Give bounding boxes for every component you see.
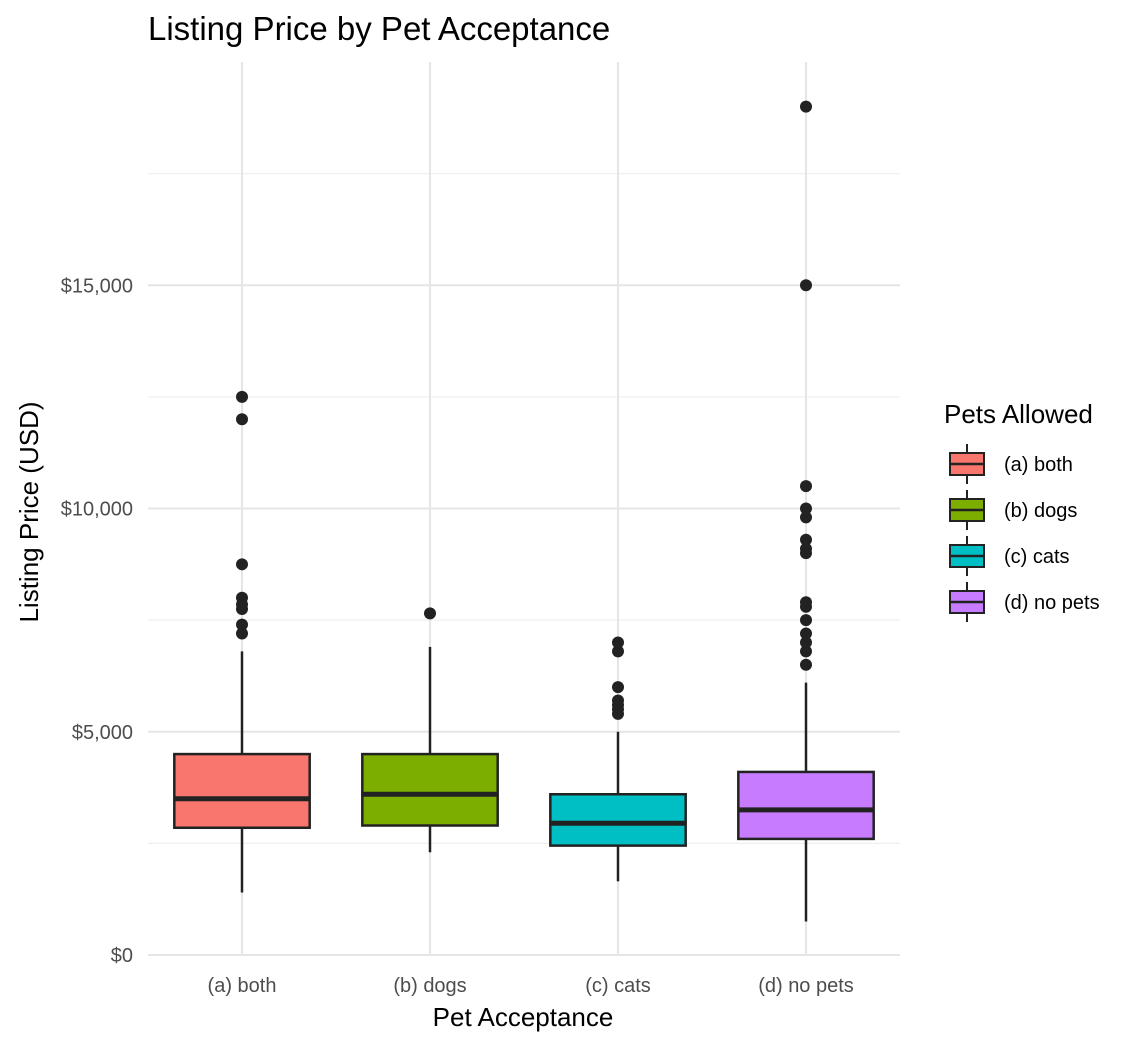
outlier-point [800,100,812,113]
legend-item-3: (c) cats [949,536,1070,576]
chart-title: Listing Price by Pet Acceptance [148,10,610,47]
box-body [737,770,875,841]
outlier-point [800,502,812,515]
outlier-point [800,627,812,640]
outlier-point [236,413,248,426]
legend-item-4: (d) no pets [949,582,1100,622]
box-4 [737,100,875,922]
outlier-point [612,636,624,649]
legend-label: (c) cats [1004,546,1070,568]
outlier-point [800,542,812,555]
outlier-point [236,591,248,604]
outlier-point [612,694,624,707]
outlier-point [800,636,812,649]
outlier-point [612,681,624,694]
legend-item-1: (a) both [949,444,1073,484]
y-tick-label: $10,000 [61,499,133,521]
x-tick-label: (d) no pets [758,975,854,997]
box-body [549,793,687,847]
boxes [173,100,875,922]
outlier-point [236,390,248,403]
outlier-point [236,558,248,571]
outlier-point [800,645,812,658]
legend-item-2: (b) dogs [949,490,1077,530]
outlier-point [800,279,812,292]
box-1 [173,390,311,893]
outlier-point [800,511,812,524]
legend-label: (d) no pets [1004,592,1100,614]
y-tick-label: $0 [111,945,133,967]
box-2 [361,607,499,853]
box-body [361,752,499,827]
y-tick-label: $5,000 [72,722,133,744]
legend-label: (b) dogs [1004,500,1077,522]
y-axis-title: Listing Price (USD) [14,401,44,622]
outlier-point [800,533,812,546]
outlier-point [800,596,812,609]
x-tick-label: (b) dogs [393,975,466,997]
x-axis-tick-labels: (a) both (b) dogs (c) cats (d) no pets [208,975,854,997]
x-axis-title: Pet Acceptance [433,1002,614,1032]
legend: Pets Allowed (a) both (b) dogs (c) cats (d)… [944,399,1100,622]
legend-title: Pets Allowed [944,399,1093,429]
x-tick-label: (c) cats [585,975,651,997]
x-tick-label: (a) both [208,975,277,997]
y-axis-tick-labels: $0 $5,000 $10,000 $15,000 [61,275,133,967]
box-3 [549,636,687,882]
box-body [173,752,311,829]
outlier-point [236,627,248,640]
outlier-point [800,480,812,493]
legend-label: (a) both [1004,454,1073,476]
outlier-point [424,607,436,620]
y-tick-label: $15,000 [61,275,133,297]
outlier-point [612,645,624,658]
outlier-point [800,614,812,627]
outlier-point [800,658,812,671]
outlier-point [236,618,248,631]
